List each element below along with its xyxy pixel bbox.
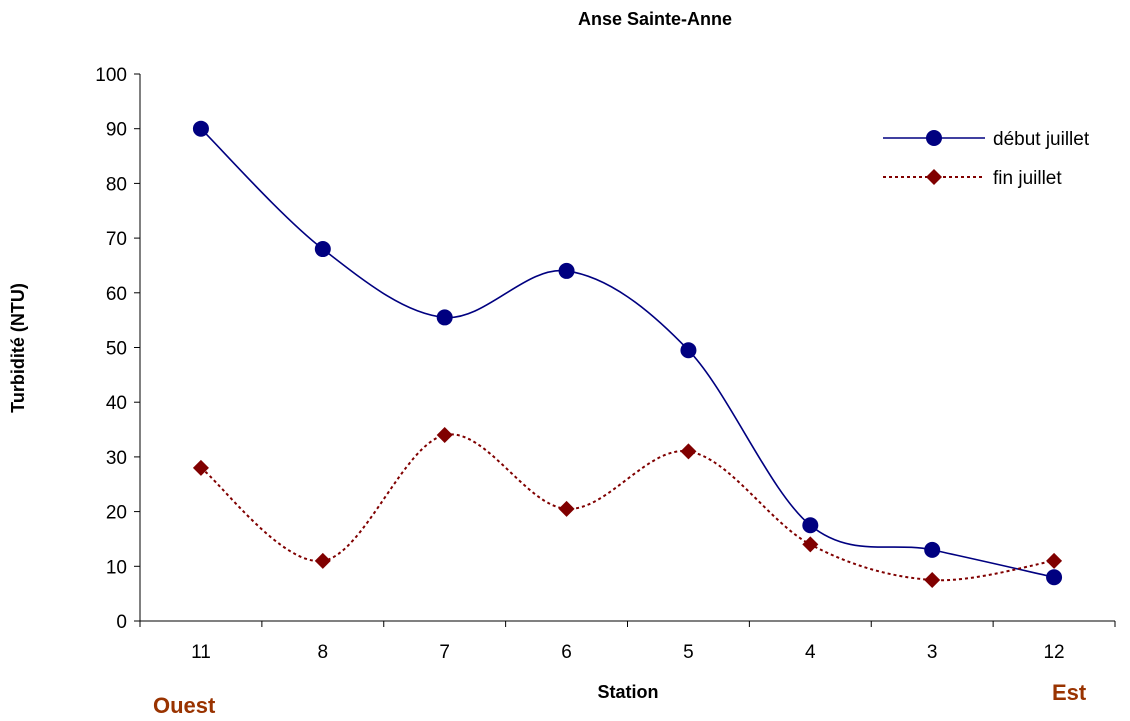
y-tick-label: 60 [106, 284, 127, 305]
series-layer [192, 120, 1063, 588]
y-tick-label: 30 [106, 448, 127, 469]
x-tick-label: 5 [683, 642, 694, 663]
legend-item: fin juillet [883, 168, 1062, 189]
x-tick-label: 6 [561, 642, 572, 663]
chart-title: Anse Sainte-Anne [578, 9, 732, 29]
x-tick-label: 8 [318, 642, 329, 663]
legend: début juillet fin juillet [883, 129, 1090, 189]
series-2 [192, 427, 1063, 588]
x-axis: 11 8 7 6 5 4 3 12 [139, 620, 1116, 663]
series-1 [192, 120, 1063, 586]
data-point [802, 536, 819, 553]
x-axis-title: Station [598, 682, 659, 702]
legend-label: début juillet [993, 129, 1090, 150]
data-point [1046, 569, 1063, 586]
x-tick-label: 12 [1043, 642, 1064, 663]
series-line [200, 128, 1055, 579]
x-tick-label: 11 [191, 642, 211, 663]
data-point [558, 500, 575, 517]
data-point [680, 342, 697, 359]
data-point [192, 459, 209, 476]
data-point [436, 309, 453, 326]
y-tick-label: 90 [106, 120, 127, 141]
x-tick-label: 7 [439, 642, 450, 663]
y-axis-title: Turbidité (NTU) [8, 283, 28, 413]
y-tick-label: 80 [106, 174, 127, 195]
y-axis: 0 10 20 30 40 50 60 70 80 90 100 [95, 65, 141, 633]
west-annotation: Ouest [153, 693, 216, 718]
x-tick-label: 4 [805, 642, 816, 663]
y-tick-label: 50 [106, 339, 127, 360]
y-tick-label: 0 [116, 612, 127, 633]
data-point [924, 571, 941, 588]
data-point [436, 427, 453, 444]
data-point [680, 443, 697, 460]
y-tick-label: 100 [95, 65, 127, 86]
legend-marker [926, 130, 942, 146]
data-point [558, 262, 575, 279]
legend-label: fin juillet [993, 168, 1062, 189]
y-tick-label: 70 [106, 229, 127, 250]
legend-marker [926, 169, 942, 185]
y-tick-label: 10 [106, 557, 127, 578]
y-tick-label: 20 [106, 503, 127, 524]
series-line [200, 433, 1055, 582]
y-tick-label: 40 [106, 393, 127, 414]
data-point [314, 241, 331, 258]
x-tick-label: 3 [927, 642, 938, 663]
legend-item: début juillet [883, 129, 1090, 150]
east-annotation: Est [1052, 680, 1087, 705]
data-point [1046, 552, 1063, 569]
data-point [924, 541, 941, 558]
data-point [192, 120, 209, 137]
data-point [314, 552, 331, 569]
data-point [802, 517, 819, 534]
